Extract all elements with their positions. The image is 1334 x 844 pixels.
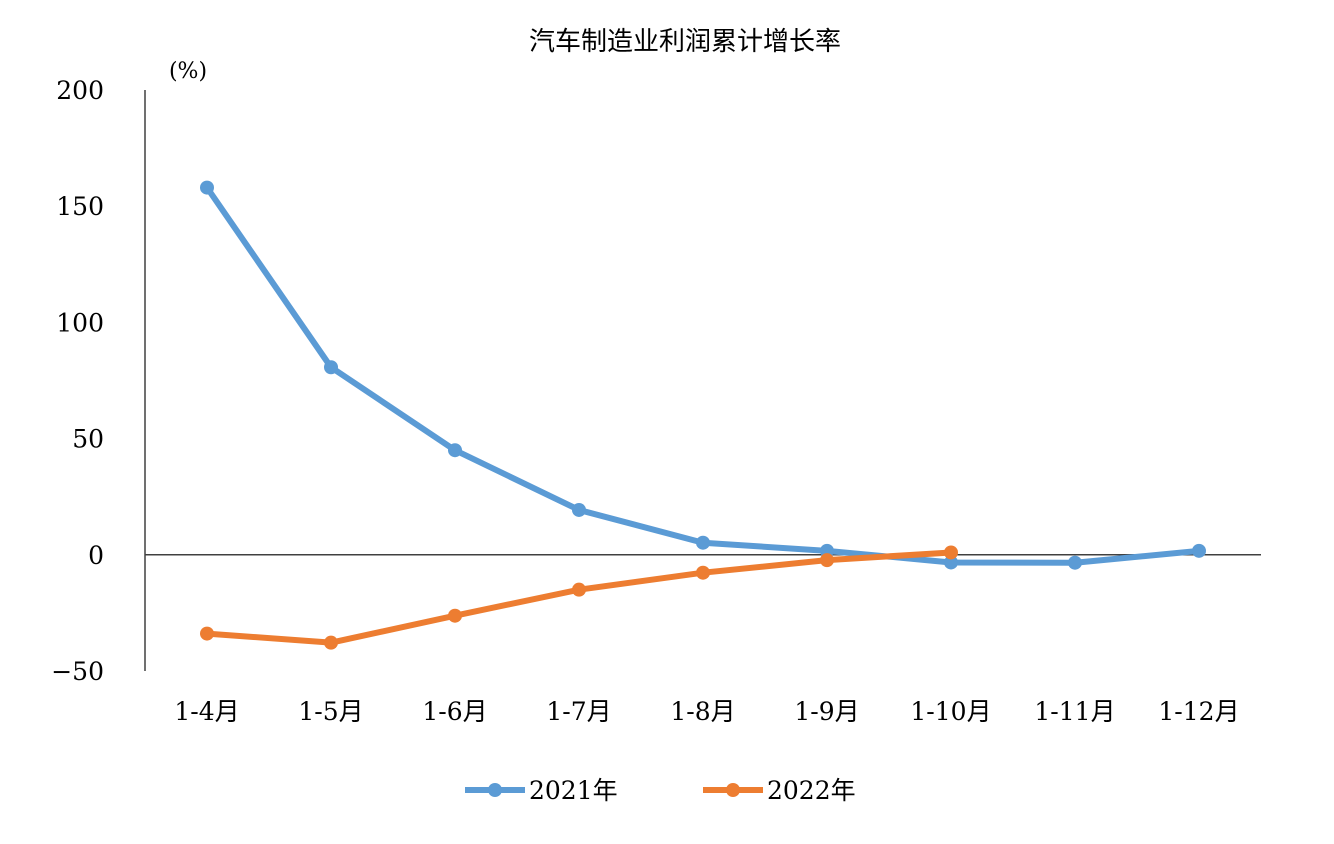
y-tick-label: −50 bbox=[51, 657, 104, 686]
x-tick-label: 1-6月 bbox=[422, 697, 487, 726]
y-tick-label: 50 bbox=[72, 425, 104, 454]
data-point bbox=[1192, 543, 1206, 558]
data-point bbox=[324, 635, 338, 650]
y-tick-label: 100 bbox=[56, 308, 104, 337]
legend-marker bbox=[726, 783, 740, 797]
y-tick-label: 150 bbox=[56, 192, 104, 221]
x-tick-label: 1-5月 bbox=[298, 697, 363, 726]
legend-label: 2021年 bbox=[529, 776, 618, 805]
chart-title: 汽车制造业利润累计增长率 bbox=[529, 27, 841, 57]
x-tick-label: 1-8月 bbox=[670, 697, 735, 726]
data-point bbox=[572, 582, 586, 597]
x-tick-label: 1-4月 bbox=[174, 697, 239, 726]
x-tick-label: 1-11月 bbox=[1034, 697, 1115, 726]
x-tick-label: 1-9月 bbox=[794, 697, 859, 726]
data-point bbox=[944, 545, 958, 560]
legend-marker bbox=[488, 783, 502, 797]
data-point bbox=[200, 626, 214, 641]
x-tick-label: 1-10月 bbox=[910, 697, 991, 726]
data-point bbox=[696, 565, 710, 580]
x-tick-label: 1-12月 bbox=[1158, 697, 1239, 726]
data-point bbox=[448, 608, 462, 623]
data-point bbox=[200, 180, 214, 195]
data-point bbox=[944, 555, 958, 570]
y-tick-label: 0 bbox=[88, 541, 104, 570]
series-line-2021年 bbox=[204, 185, 1200, 566]
y-tick-label: 200 bbox=[56, 76, 104, 105]
data-point bbox=[572, 502, 586, 517]
y-axis-unit-label: (%) bbox=[169, 59, 207, 84]
data-point bbox=[1068, 555, 1082, 570]
legend-label: 2022年 bbox=[767, 776, 856, 805]
data-point bbox=[820, 553, 834, 568]
x-tick-label: 1-7月 bbox=[546, 697, 611, 726]
data-point bbox=[324, 360, 338, 375]
data-point bbox=[696, 535, 710, 550]
series-line-2022年 bbox=[206, 549, 952, 646]
data-point bbox=[448, 443, 462, 458]
